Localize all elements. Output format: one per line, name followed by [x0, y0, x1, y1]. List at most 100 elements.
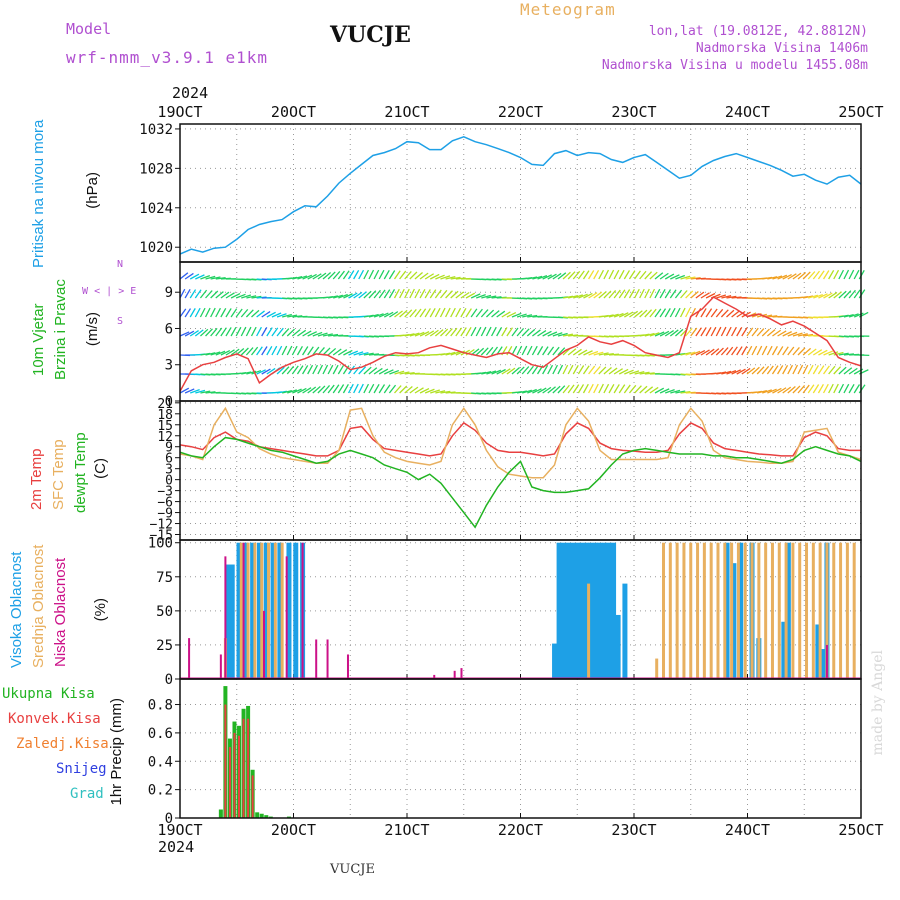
- wind-barb: [179, 331, 190, 337]
- wind-barb: [419, 288, 426, 299]
- wind-barb: [527, 388, 537, 394]
- wind-barb: [419, 331, 430, 337]
- wind-barb: [547, 331, 558, 337]
- wind-barb: [838, 366, 847, 375]
- wind-barb: [603, 352, 614, 356]
- wind-barb: [572, 384, 580, 394]
- wind-barb: [838, 290, 847, 299]
- wind-barb: [756, 328, 765, 337]
- wind-barb: [858, 289, 866, 299]
- y-tick-label: 100: [148, 536, 173, 552]
- wind-barb: [266, 311, 276, 318]
- mid-cloud-bar: [825, 542, 829, 679]
- compass-n: N: [117, 259, 124, 270]
- y-tick-label: 6: [165, 452, 173, 467]
- wind-barb: [388, 384, 397, 394]
- wind-barb: [741, 311, 751, 318]
- high-cloud-bar: [583, 542, 589, 679]
- y-tick-label: −3: [157, 485, 173, 500]
- low-cloud-bar: [188, 638, 191, 679]
- wind-barb: [761, 345, 768, 356]
- wind-barb: [230, 326, 237, 337]
- wind-barb: [593, 351, 604, 356]
- wind-barb: [547, 273, 557, 280]
- wind-barb: [189, 330, 199, 337]
- wind-barb: [843, 383, 850, 394]
- wind-barb: [603, 269, 610, 280]
- wind-barb: [205, 275, 216, 280]
- wind-barb: [245, 326, 252, 337]
- wind-barb: [230, 308, 238, 318]
- wind-barb: [343, 349, 353, 356]
- wind-barb: [654, 331, 665, 337]
- wind-barb: [542, 386, 552, 394]
- wind-barb: [337, 270, 345, 280]
- wind-barb: [445, 276, 456, 280]
- wind-barb: [256, 346, 263, 356]
- wind-barb: [251, 369, 262, 375]
- wind-barb: [639, 333, 650, 337]
- y-tick-label: 0: [165, 811, 173, 827]
- wind-barb: [833, 291, 842, 299]
- wind-barb: [807, 384, 815, 394]
- wind-barb: [578, 293, 588, 299]
- wind-barb: [240, 308, 249, 318]
- wind-barb: [297, 275, 308, 280]
- wind-barb: [383, 269, 390, 280]
- wind-barb: [618, 384, 626, 394]
- wind-barb: [603, 290, 612, 299]
- wind-barb: [613, 312, 624, 318]
- wind-barb: [347, 270, 355, 280]
- wind-barb: [817, 270, 825, 280]
- wind-barb: [725, 346, 734, 356]
- wind-barb: [450, 327, 458, 337]
- wind-barb: [475, 347, 485, 356]
- high-cloud-bar: [724, 542, 730, 679]
- wind-barb: [245, 347, 254, 356]
- wind-barb: [450, 351, 461, 356]
- wind-barb: [716, 294, 727, 299]
- wind-barb: [445, 290, 453, 299]
- high-cloud-bar: [256, 542, 262, 679]
- footer-station: VUCJE: [330, 862, 375, 877]
- x-tick-label-bottom: 20OCT: [271, 821, 316, 839]
- wind-barb: [286, 365, 295, 375]
- wind-barb: [368, 290, 377, 299]
- wind-barb: [378, 368, 389, 375]
- x-tick-label-bottom: 22OCT: [498, 821, 543, 839]
- wind-barb: [812, 270, 820, 280]
- wind-barb: [184, 388, 195, 394]
- wind-barb: [593, 383, 599, 394]
- wind-barb: [353, 269, 360, 280]
- wind-barb: [537, 387, 547, 394]
- wind-barb: [731, 326, 737, 337]
- wind-barb: [179, 308, 187, 318]
- wind-barb: [608, 269, 615, 280]
- compass-s: S: [117, 316, 124, 327]
- wind-barb: [629, 310, 639, 318]
- wind-barb: [720, 347, 729, 356]
- wind-barb: [756, 366, 765, 375]
- wind-barb: [281, 366, 290, 375]
- wind-barb: [204, 307, 211, 318]
- wind-barb: [480, 326, 487, 337]
- wind-barb: [649, 308, 657, 318]
- y-tick-label: 0: [165, 672, 173, 688]
- wind-barb: [613, 269, 620, 280]
- wind-barb: [802, 364, 809, 375]
- wind-barb: [373, 289, 381, 299]
- wind-barb: [240, 347, 249, 356]
- low-cloud-bar: [453, 670, 456, 679]
- wind-barb: [189, 308, 196, 318]
- wind-barb: [654, 272, 664, 280]
- wind-barb: [516, 313, 527, 318]
- wind-barb: [450, 276, 461, 280]
- wind-barb: [383, 384, 391, 394]
- wind-barb: [516, 345, 523, 356]
- wind-barb: [705, 308, 713, 318]
- wind-barb: [245, 309, 254, 318]
- wind-barb: [731, 369, 741, 375]
- wind-barb: [317, 364, 324, 375]
- mid-cloud-bar: [730, 542, 734, 679]
- wind-barb: [634, 385, 642, 394]
